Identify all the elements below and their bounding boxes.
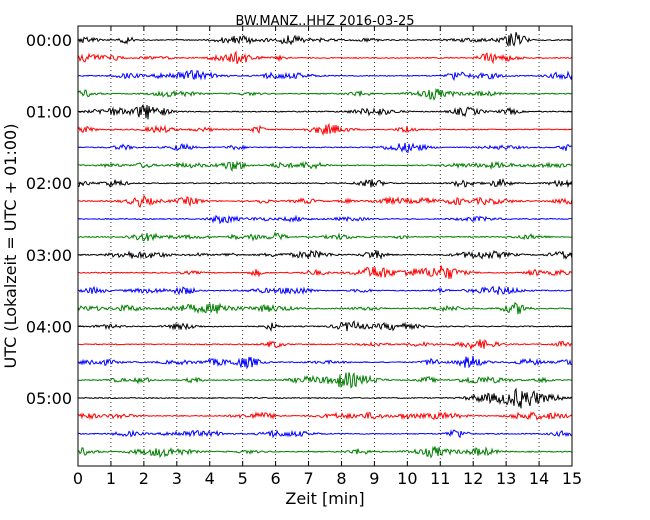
y-tick-label: 02:00	[26, 174, 72, 193]
x-tick-label: 7	[303, 469, 313, 488]
trace-line	[77, 69, 573, 81]
seismic-traces	[77, 31, 573, 459]
trace-line	[77, 160, 573, 172]
trace-line	[77, 194, 573, 208]
trace-line	[77, 214, 573, 225]
y-tick-label: 04:00	[26, 317, 72, 336]
trace-line	[77, 339, 573, 351]
y-tick-label: 01:00	[26, 103, 72, 122]
trace-line	[77, 177, 573, 189]
trace-line	[77, 122, 573, 136]
x-tick-label: 10	[397, 469, 417, 488]
trace-line	[77, 249, 573, 261]
trace-line	[77, 445, 573, 459]
plot-frame	[77, 25, 573, 467]
x-tick-label: 5	[238, 469, 248, 488]
trace-line	[77, 231, 573, 242]
x-tick-label: 11	[430, 469, 450, 488]
trace-line	[77, 31, 573, 48]
x-tick-label: 15	[562, 469, 582, 488]
x-axis-ticks: 0 1 2 3 4 5 6 7 8 9 10 11 12 13 14 15	[73, 26, 582, 488]
x-tick-label: 0	[73, 469, 83, 488]
x-axis-label: Zeit [min]	[285, 489, 364, 508]
x-tick-label: 14	[529, 469, 549, 488]
y-tick-label: 03:00	[26, 246, 72, 265]
chart-title: BW.MANZ..HHZ 2016-03-25	[235, 14, 414, 29]
trace-line	[77, 429, 573, 439]
y-axis-ticks: 00:00 01:00 02:00 03:00 04:00 05:00	[26, 31, 572, 408]
trace-line	[77, 265, 573, 280]
x-tick-label: 8	[336, 469, 346, 488]
trace-line	[77, 355, 573, 370]
trace-line	[77, 387, 573, 409]
y-tick-label: 05:00	[26, 389, 72, 408]
y-tick-label: 00:00	[26, 31, 72, 50]
trace-line	[77, 50, 573, 65]
x-tick-label: 2	[139, 469, 149, 488]
trace-line	[77, 320, 573, 333]
x-tick-label: 6	[271, 469, 281, 488]
x-tick-label: 9	[369, 469, 379, 488]
x-tick-label: 4	[205, 469, 215, 488]
trace-line	[77, 104, 573, 120]
trace-line	[77, 301, 573, 315]
x-tick-label: 13	[496, 469, 516, 488]
trace-line	[77, 87, 573, 101]
x-tick-label: 1	[106, 469, 116, 488]
vertical-grid	[110, 26, 540, 466]
trace-line	[77, 411, 573, 421]
x-tick-label: 12	[463, 469, 483, 488]
trace-line	[77, 285, 573, 296]
trace-line	[77, 371, 573, 389]
x-tick-label: 3	[172, 469, 182, 488]
trace-line	[77, 142, 573, 153]
y-axis-label: UTC (Lokalzeit = UTC + 01:00)	[1, 124, 20, 369]
